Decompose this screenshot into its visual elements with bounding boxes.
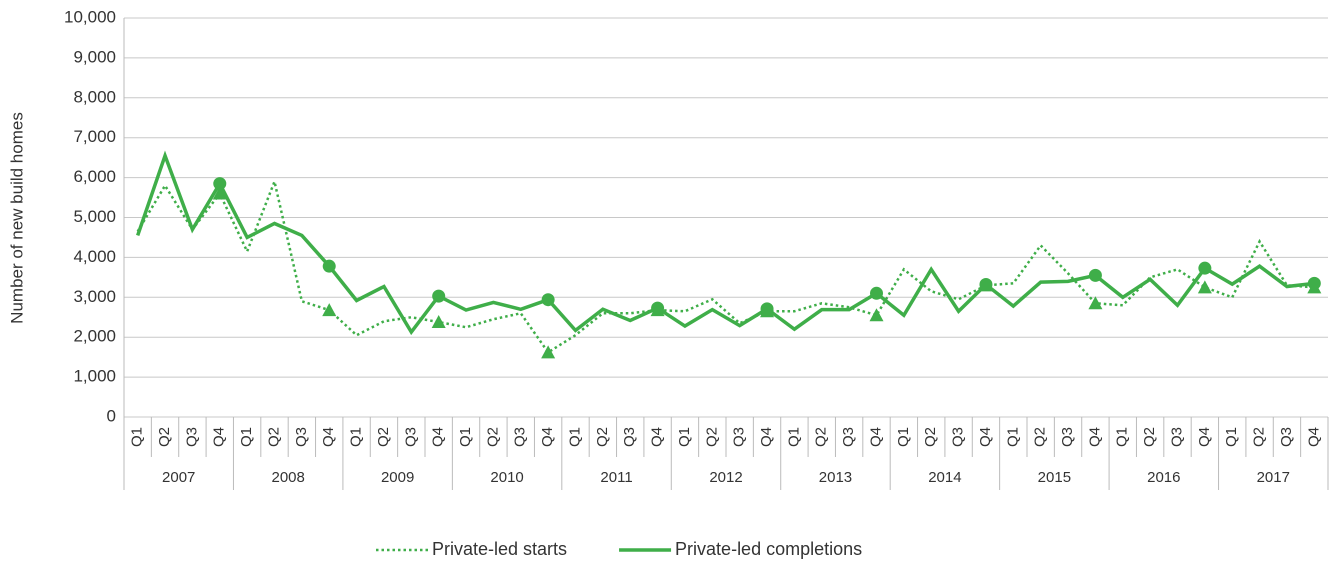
- y-tick-label: 10,000: [64, 7, 116, 26]
- x-tick-label: Q4: [649, 427, 666, 447]
- x-group-label: 2011: [600, 469, 632, 486]
- x-tick-label: Q1: [1223, 427, 1240, 447]
- marker: [979, 278, 993, 292]
- x-tick-label: Q4: [758, 427, 775, 447]
- x-tick-label: Q3: [183, 427, 200, 447]
- x-tick-label: Q2: [813, 427, 830, 447]
- marker: [432, 289, 446, 303]
- x-tick-label: Q1: [785, 427, 802, 447]
- x-tick-label: Q4: [1086, 427, 1103, 447]
- x-group-label: 2015: [1038, 469, 1071, 486]
- marker: [1088, 296, 1103, 310]
- x-tick-label: Q4: [211, 427, 228, 447]
- x-tick-label: Q1: [676, 427, 693, 447]
- x-group-label: 2014: [928, 469, 961, 486]
- x-tick-label: Q2: [484, 427, 501, 447]
- x-tick-label: Q3: [512, 427, 529, 447]
- x-group-label: 2013: [819, 469, 852, 486]
- marker: [870, 286, 883, 300]
- x-tick-label: Q2: [922, 427, 939, 447]
- marker: [651, 301, 665, 315]
- marker: [541, 345, 556, 359]
- x-tick-label: Q3: [950, 427, 967, 447]
- x-tick-label: Q1: [1114, 427, 1131, 447]
- x-group-label: 2007: [162, 469, 195, 486]
- y-tick-label: 6,000: [73, 167, 116, 186]
- x-tick-label: Q1: [1004, 427, 1021, 447]
- marker: [1307, 276, 1321, 290]
- x-group-label: 2012: [709, 469, 742, 486]
- x-group-label: 2016: [1147, 469, 1180, 486]
- x-tick-label: Q1: [238, 427, 255, 447]
- x-tick-label: Q3: [840, 427, 857, 447]
- marker: [1197, 280, 1212, 294]
- x-tick-label: Q1: [895, 427, 912, 447]
- x-tick-label: Q2: [1141, 427, 1158, 447]
- marker: [212, 186, 227, 200]
- x-tick-label: Q3: [731, 427, 748, 447]
- series-line: [136, 150, 1315, 336]
- x-tick-label: Q2: [265, 427, 282, 447]
- y-axis-label: Number of new build homes: [7, 112, 26, 324]
- legend-label: Private-led completions: [675, 539, 862, 559]
- marker: [760, 302, 774, 316]
- x-tick-label: Q1: [566, 427, 583, 447]
- x-group-label: 2008: [271, 469, 304, 486]
- x-tick-label: Q4: [1196, 427, 1213, 447]
- marker: [1088, 268, 1102, 282]
- marker: [213, 177, 227, 191]
- x-tick-label: Q1: [457, 427, 474, 447]
- y-tick-label: 8,000: [73, 87, 116, 106]
- x-tick-label: Q4: [977, 427, 994, 447]
- marker: [1198, 261, 1212, 275]
- x-group-label: 2009: [381, 469, 414, 486]
- y-tick-label: 1,000: [73, 367, 116, 386]
- x-tick-label: Q4: [430, 427, 447, 447]
- x-tick-label: Q2: [375, 427, 392, 447]
- x-tick-label: Q2: [594, 427, 611, 447]
- x-tick-label: Q2: [156, 427, 173, 447]
- x-tick-label: Q4: [1305, 427, 1322, 447]
- y-tick-label: 3,000: [73, 287, 116, 306]
- y-tick-label: 4,000: [73, 247, 116, 266]
- marker: [869, 308, 884, 322]
- x-tick-label: Q2: [1032, 427, 1049, 447]
- series-line: [136, 177, 1315, 355]
- x-tick-label: Q1: [129, 427, 146, 447]
- x-tick-label: Q3: [1168, 427, 1185, 447]
- y-tick-label: 7,000: [73, 127, 116, 146]
- x-tick-label: Q3: [402, 427, 419, 447]
- x-tick-label: Q2: [1251, 427, 1268, 447]
- y-tick-label: 9,000: [73, 47, 116, 66]
- x-tick-label: Q3: [293, 427, 310, 447]
- x-tick-label: Q3: [621, 427, 638, 447]
- x-group-label: 2017: [1257, 469, 1290, 486]
- marker: [322, 303, 337, 317]
- y-tick-label: 2,000: [73, 327, 116, 346]
- x-tick-label: Q3: [1059, 427, 1076, 447]
- legend-label: Private-led starts: [432, 539, 567, 559]
- x-tick-label: Q4: [320, 427, 337, 447]
- x-tick-label: Q4: [867, 427, 884, 447]
- x-tick-label: Q2: [703, 427, 720, 447]
- marker: [322, 259, 336, 273]
- x-group-label: 2010: [490, 469, 523, 486]
- marker: [431, 315, 446, 329]
- y-tick-label: 0: [107, 406, 116, 425]
- y-tick-label: 5,000: [73, 207, 116, 226]
- marker: [541, 293, 555, 307]
- x-tick-label: Q1: [348, 427, 365, 447]
- x-tick-label: Q3: [1278, 427, 1295, 447]
- x-tick-label: Q4: [539, 427, 556, 447]
